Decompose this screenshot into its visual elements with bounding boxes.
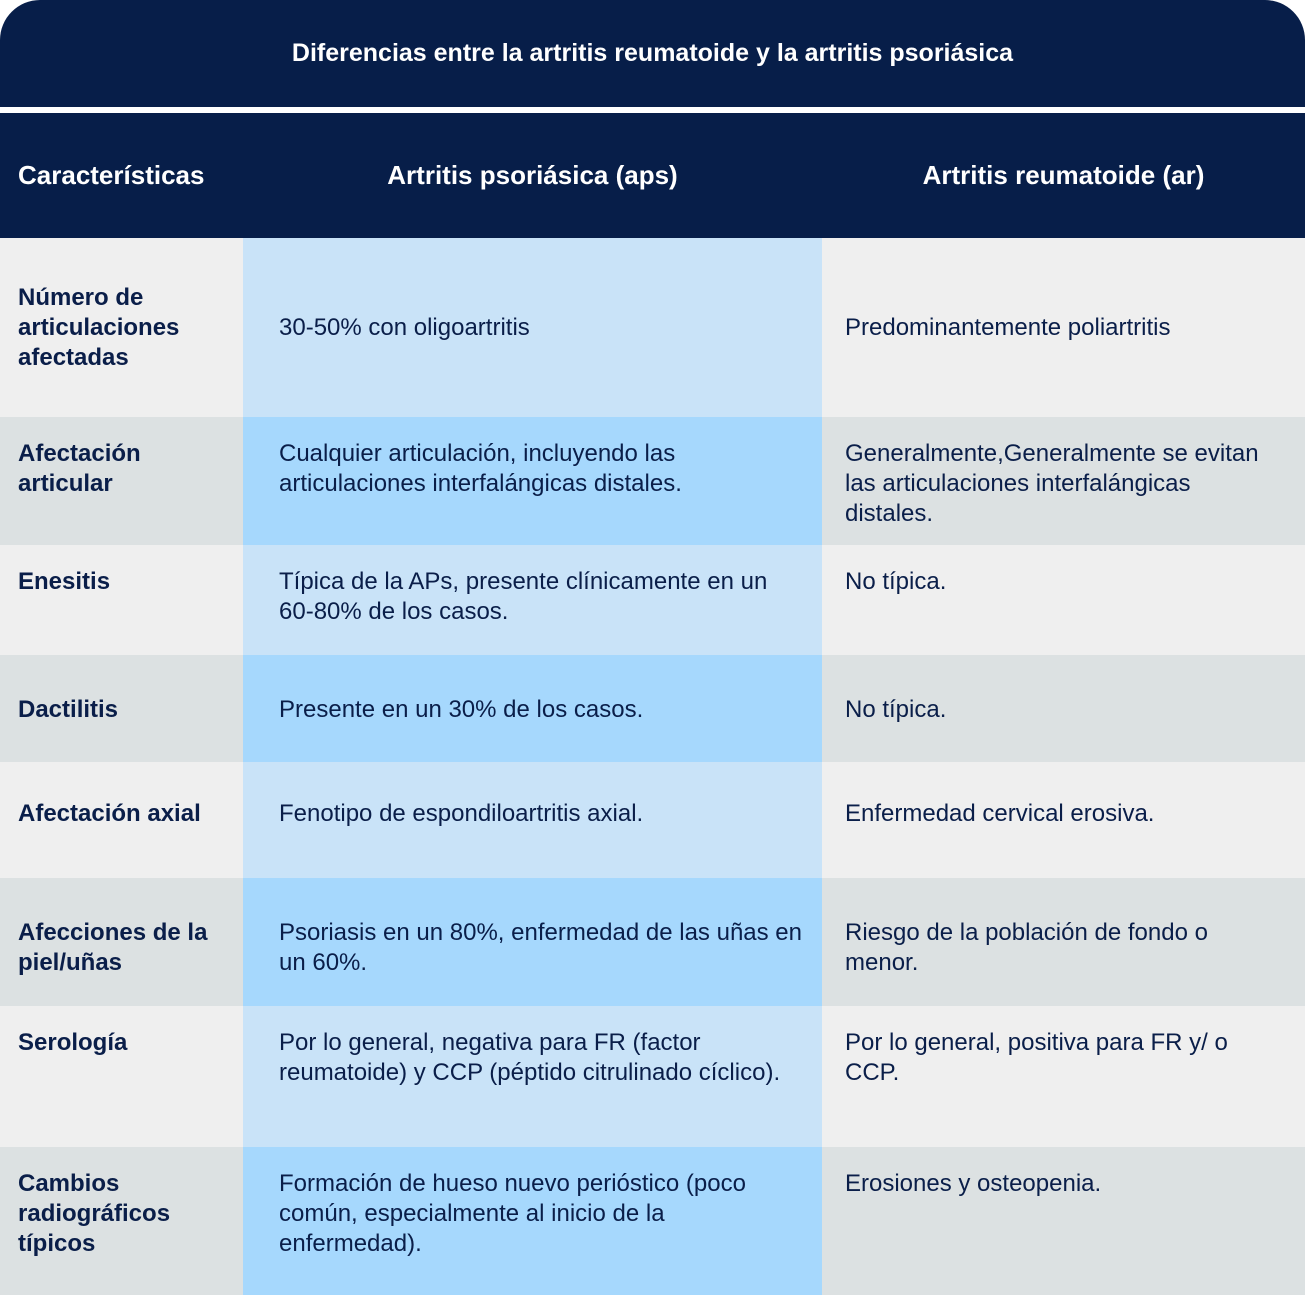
feature-cell: Serología [0, 1006, 243, 1147]
feature-cell: Afecciones de la piel/uñas [0, 878, 243, 1006]
ar-cell: Riesgo de la población de fondo o menor. [822, 878, 1305, 1006]
table-row: Enesitis Típica de la APs, presente clín… [0, 545, 1305, 655]
aps-cell: Por lo general, negativa para FR (factor… [243, 1006, 822, 1147]
table-row: Serología Por lo general, negativa para … [0, 1006, 1305, 1147]
feature-cell: Enesitis [0, 545, 243, 655]
feature-cell: Número de articulaciones afectadas [0, 238, 243, 417]
table-row: Afecciones de la piel/uñas Psoriasis en … [0, 878, 1305, 1006]
ar-cell: Generalmente,Generalmente se evitan las … [822, 417, 1305, 545]
table-row: Afectación articular Cualquier articulac… [0, 417, 1305, 545]
aps-cell: Presente en un 30% de los casos. [243, 655, 822, 762]
feature-cell: Afectación articular [0, 417, 243, 545]
feature-cell: Cambios radiográficos típicos [0, 1147, 243, 1295]
aps-cell: Fenotipo de espondiloartritis axial. [243, 762, 822, 878]
ar-cell: No típica. [822, 655, 1305, 762]
ar-cell: Por lo general, positiva para FR y/ o CC… [822, 1006, 1305, 1147]
ar-cell: Enfermedad cervical erosiva. [822, 762, 1305, 878]
table-row: Afectación axial Fenotipo de espondiloar… [0, 762, 1305, 878]
feature-cell: Dactilitis [0, 655, 243, 762]
aps-cell: Psoriasis en un 80%, enfermedad de las u… [243, 878, 822, 1006]
ar-cell: No típica. [822, 545, 1305, 655]
aps-cell: 30-50% con oligoartritis [243, 238, 822, 417]
aps-cell: Cualquier articulación, incluyendo las a… [243, 417, 822, 545]
header-features: Características [0, 113, 243, 238]
header-row: Características Artritis psoriásica (aps… [0, 113, 1305, 238]
ar-cell: Erosiones y osteopenia. [822, 1147, 1305, 1295]
table-row: Cambios radiográficos típicos Formación … [0, 1147, 1305, 1295]
aps-cell: Formación de hueso nuevo perióstico (poc… [243, 1147, 822, 1295]
divider [0, 107, 1305, 113]
table-title: Diferencias entre la artritis reumatoide… [0, 0, 1305, 107]
ar-cell: Predominantemente poliartritis [822, 238, 1305, 417]
header-ar: Artritis reumatoide (ar) [822, 113, 1305, 238]
table-row: Número de articulaciones afectadas 30-50… [0, 238, 1305, 417]
feature-cell: Afectación axial [0, 762, 243, 878]
table-row: Dactilitis Presente en un 30% de los cas… [0, 655, 1305, 762]
aps-cell: Típica de la APs, presente clínicamente … [243, 545, 822, 655]
header-aps: Artritis psoriásica (aps) [243, 113, 822, 238]
comparison-table: Características Artritis psoriásica (aps… [0, 113, 1305, 1295]
